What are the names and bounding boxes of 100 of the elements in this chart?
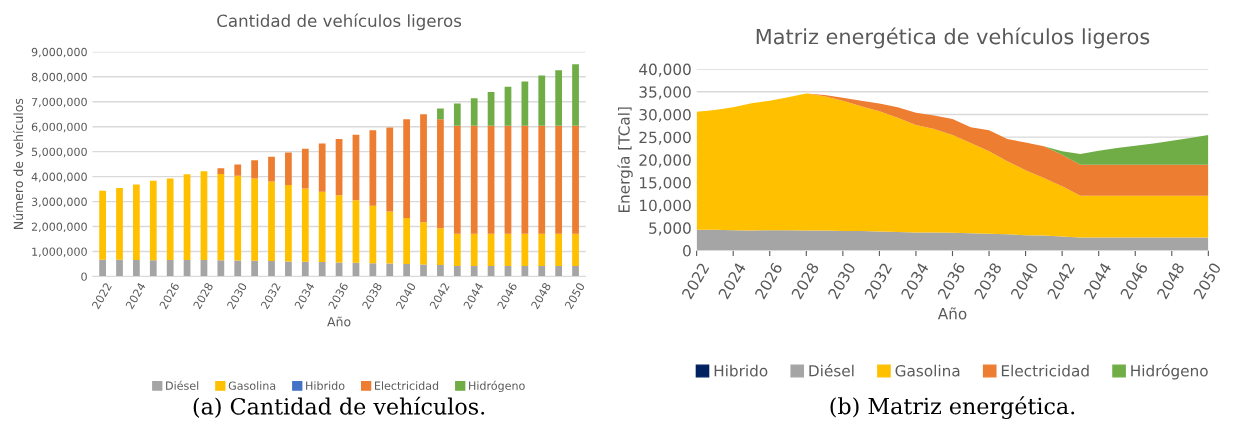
bar xyxy=(572,64,579,126)
y-tick-label: 4,000,000 xyxy=(31,172,87,183)
bar xyxy=(521,81,529,126)
chart-title: Matriz energética de vehículos ligeros xyxy=(756,27,1150,49)
bar xyxy=(251,178,258,261)
bar xyxy=(437,119,444,229)
bar xyxy=(99,190,106,260)
bar xyxy=(521,266,529,277)
bar xyxy=(572,233,579,266)
bar xyxy=(470,98,478,126)
y-tick-label: 7,000,000 xyxy=(31,97,87,108)
bar xyxy=(133,260,140,277)
y-tick-label: 15,000 xyxy=(640,176,691,191)
bar xyxy=(301,261,309,277)
bar xyxy=(437,265,444,277)
bar xyxy=(217,173,225,261)
y-tick-label: 35,000 xyxy=(639,86,691,100)
bar xyxy=(234,164,242,176)
bar xyxy=(234,260,242,277)
bar xyxy=(386,211,394,264)
y-tick-label: 10,000 xyxy=(640,199,691,213)
bar xyxy=(386,127,394,212)
y-tick-label: 20,000 xyxy=(639,154,691,168)
text: (b) Matriz energética. xyxy=(830,396,1075,420)
y-tick-label: 25,000 xyxy=(639,131,691,145)
legend-label: Electricidad xyxy=(1001,364,1089,377)
bar xyxy=(116,259,123,277)
legend-label: Hibrido xyxy=(714,364,768,377)
y-tick-label: 5,000,000 xyxy=(31,147,87,158)
bar xyxy=(555,125,563,234)
x-axis-title: Año xyxy=(937,307,967,320)
bar xyxy=(217,260,225,277)
bar xyxy=(403,119,411,219)
bar xyxy=(437,228,444,265)
bar xyxy=(251,160,258,179)
bar xyxy=(470,266,478,277)
y-axis-title: Número de vehículos xyxy=(12,98,24,229)
y-tick-label: 1,000,000 xyxy=(32,247,87,258)
y-tick-label: 8,000,000 xyxy=(31,72,87,83)
bar xyxy=(268,261,275,277)
bar xyxy=(149,180,157,261)
bar xyxy=(453,125,461,234)
bar xyxy=(369,263,377,277)
legend-label: Hidrógeno xyxy=(469,380,525,393)
bar xyxy=(470,125,478,234)
bar xyxy=(166,260,174,277)
bar xyxy=(352,200,360,263)
bar xyxy=(166,178,174,261)
legend-label: Diésel xyxy=(809,364,854,377)
bar xyxy=(318,143,326,192)
bar xyxy=(133,184,140,261)
bar xyxy=(369,205,377,264)
legend-label: Hibrido xyxy=(306,381,345,390)
legend-label: Hidrógeno xyxy=(1131,364,1208,380)
y-tick-label: 6,000,000 xyxy=(31,122,87,133)
bar xyxy=(318,262,326,277)
bar xyxy=(149,260,157,277)
x-axis-title: Año xyxy=(327,316,351,327)
bar xyxy=(386,263,394,277)
bar xyxy=(572,125,579,234)
bar xyxy=(453,233,461,266)
bar xyxy=(538,125,546,234)
bar xyxy=(251,260,258,277)
bar xyxy=(234,175,242,261)
bar xyxy=(285,184,292,262)
bar xyxy=(99,259,106,277)
legend-label: Electricidad xyxy=(375,381,439,390)
bar xyxy=(538,233,546,266)
bar xyxy=(318,191,326,262)
bar xyxy=(403,218,411,264)
y-tick-label: 5,000 xyxy=(649,222,691,236)
bar xyxy=(555,233,563,266)
y-tick-label: 30,000 xyxy=(639,108,691,123)
y-tick-label: 2,000,000 xyxy=(31,222,87,233)
y-tick-label: 0 xyxy=(683,245,691,257)
bar xyxy=(403,264,411,277)
legend-label: Gasolina xyxy=(895,364,960,377)
legend-label: Diésel xyxy=(166,380,199,390)
bar xyxy=(301,148,309,189)
y-tick-label: 3,000,000 xyxy=(31,197,87,208)
bar xyxy=(369,130,377,206)
y-tick-label: 40,000 xyxy=(639,63,691,77)
bar xyxy=(301,188,309,262)
bar xyxy=(453,103,461,126)
bar xyxy=(420,264,427,277)
bar xyxy=(335,195,343,263)
bar xyxy=(268,156,275,182)
y-tick-label: 0 xyxy=(81,272,87,281)
chart-title: Cantidad de vehículos ligeros xyxy=(217,13,462,31)
bar xyxy=(420,222,427,265)
y-tick-label: 9,000,000 xyxy=(31,47,87,58)
bar xyxy=(453,266,461,277)
bar xyxy=(572,266,579,277)
bar xyxy=(521,125,529,234)
bar xyxy=(555,70,563,126)
bar xyxy=(470,233,478,266)
bar xyxy=(285,152,292,185)
legend-label: Gasolina xyxy=(228,381,276,390)
bar xyxy=(285,261,292,277)
bar xyxy=(538,266,546,277)
